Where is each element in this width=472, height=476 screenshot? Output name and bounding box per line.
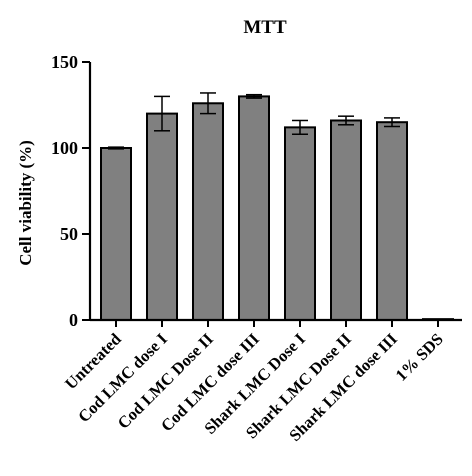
bar-2 [146,112,178,321]
y-tick-label-3: 100 [51,138,78,158]
bar-3 [192,102,224,321]
error-bar-3 [200,92,216,115]
y-tick-label-4: 150 [51,52,78,72]
error-bar-7 [384,117,400,128]
error-bar-5 [292,119,308,135]
chart-title: MTT [243,17,287,38]
y-tick-label-1: 0 [69,310,78,330]
bar-5 [284,126,316,321]
y-tick-label-2: 50 [60,224,78,244]
bar-4 [238,95,270,322]
bar-1 [100,147,132,321]
error-bars-layer [108,92,400,150]
y-axis-label: Cell viability (%) [16,140,35,266]
x-tick-label-8: 1% SDS [392,329,447,384]
bars-layer [100,95,454,322]
error-bar-1 [108,146,124,150]
error-bar-4 [246,93,262,99]
bar-7 [376,121,408,321]
bar-6 [330,119,362,322]
axes-layer [82,61,462,327]
error-bar-6 [338,115,354,126]
error-bar-2 [154,95,170,132]
